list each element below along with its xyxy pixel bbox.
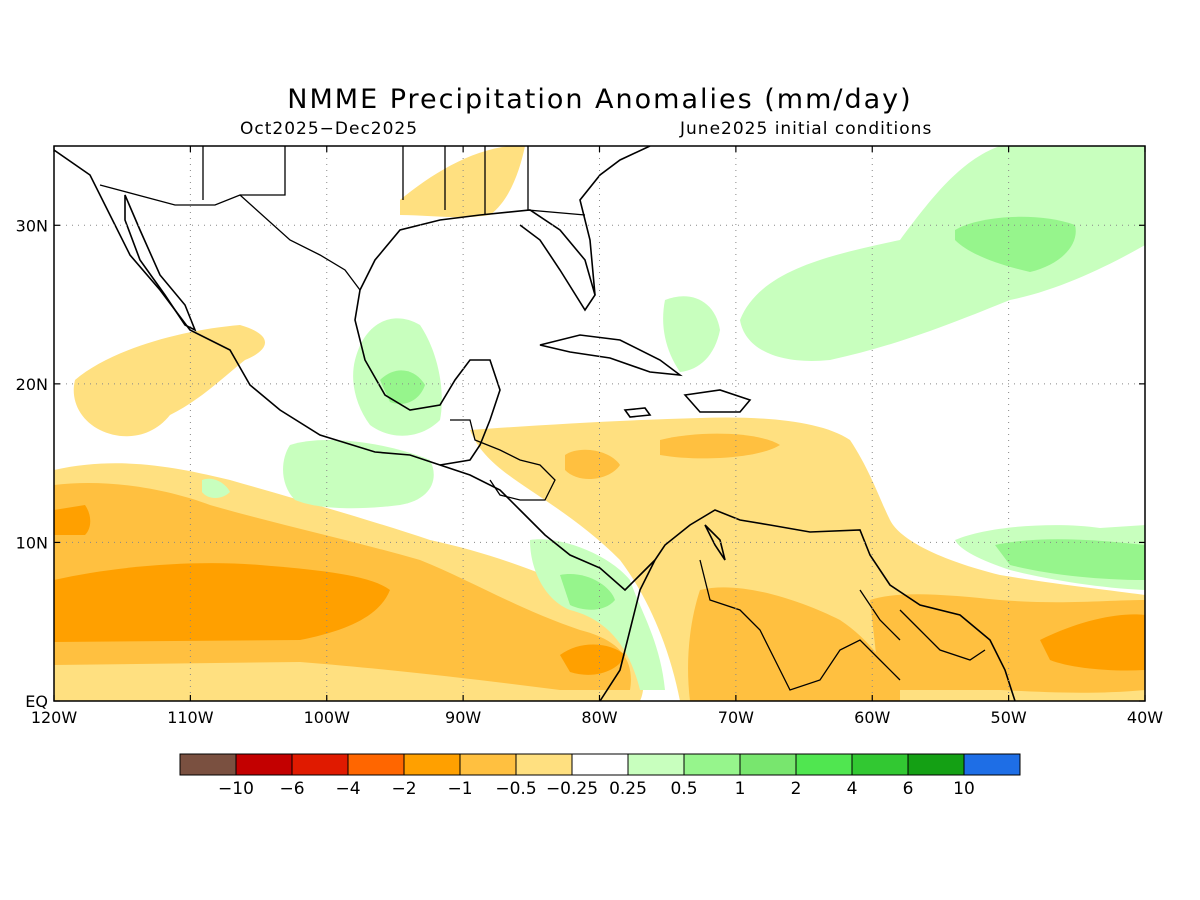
y-tick-label: 10N xyxy=(16,533,48,552)
gulf-north-dry xyxy=(400,146,525,218)
colorbar-swatch xyxy=(235,753,293,776)
colorbar-swatch xyxy=(739,753,797,776)
y-tick-label: 20N xyxy=(16,375,48,394)
colorbar-label: −0.5 xyxy=(495,779,536,799)
border-sa-2 xyxy=(859,589,986,661)
period-subtitle: Oct2025−Dec2025 xyxy=(240,119,419,139)
sa-dry-east xyxy=(870,594,1145,693)
coastlines xyxy=(54,146,1016,701)
colorbar-label: 10 xyxy=(953,779,975,799)
anomaly-shading xyxy=(54,146,1145,701)
colorbar-label: 6 xyxy=(903,779,914,799)
map-title: NMME Precipitation Anomalies (mm/day) xyxy=(287,84,913,115)
caribbean-dry-mid xyxy=(565,449,620,480)
coast-us-east xyxy=(579,146,651,296)
x-tick-label: 100W xyxy=(304,708,351,727)
coast-north-america xyxy=(54,149,656,592)
coast-south-america xyxy=(599,509,1016,701)
colorbar-label: −4 xyxy=(335,779,360,799)
panama-wet-mid xyxy=(560,574,615,610)
border-central-america xyxy=(450,419,556,501)
colorbar-swatch xyxy=(347,753,405,776)
pacific-wet-light xyxy=(283,440,434,509)
colorbar: −10 −6 −4 −2 −1 −0.5 −0.25 0.25 0.5 1 2 4 6 10 xyxy=(179,753,1021,799)
colorbar-label: −6 xyxy=(279,779,304,799)
colorbar-swatch xyxy=(627,753,685,776)
colorbar-swatch xyxy=(683,753,741,776)
coast-cuba xyxy=(539,334,683,377)
x-tick-label: 110W xyxy=(167,708,214,727)
x-tick-label: 120W xyxy=(31,708,78,727)
atlantic-wet-east-mid xyxy=(995,539,1145,580)
pacific-dry-core xyxy=(54,563,390,642)
colorbar-label: −10 xyxy=(218,779,254,799)
colorbar-swatch xyxy=(179,753,237,776)
pacific-dry-core-west xyxy=(54,505,91,535)
colorbar-label: −0.25 xyxy=(546,779,598,799)
y-tick-label: EQ xyxy=(25,692,48,711)
colorbar-swatch xyxy=(851,753,909,776)
coast-hispaniola xyxy=(683,389,752,413)
axis-labels: 120W 110W 100W 90W 80W 70W 60W 50W 40W EQ 10N 20N 30… xyxy=(16,146,1163,727)
x-tick-label: 90W xyxy=(445,708,481,727)
y-tick-label: 30N xyxy=(16,216,48,235)
colorbar-swatch xyxy=(963,753,1021,776)
x-tick-label: 80W xyxy=(581,708,617,727)
x-tick-label: 60W xyxy=(854,708,890,727)
x-tick-label: 40W xyxy=(1127,708,1163,727)
colorbar-swatch xyxy=(459,753,517,776)
colorbar-label: −1 xyxy=(447,779,472,799)
colorbar-label: 0.5 xyxy=(670,779,697,799)
border-us-mexico xyxy=(99,184,361,291)
coast-gulf-mexico xyxy=(354,209,596,466)
coast-maracaibo xyxy=(704,524,726,561)
initial-conditions-subtitle: June2025 initial conditions xyxy=(680,119,933,139)
atlantic-wet-mid xyxy=(955,216,1076,272)
coast-jamaica xyxy=(623,407,652,418)
pacific-wet-small xyxy=(202,478,230,498)
borders xyxy=(99,146,986,691)
panama-dry-core xyxy=(560,644,625,675)
bahamas-wet xyxy=(663,296,720,372)
graticule xyxy=(54,146,1145,701)
coast-baja xyxy=(124,194,197,332)
caribbean-dry-mid-east xyxy=(660,433,780,459)
atlantic-dry-core xyxy=(1040,614,1145,671)
atlantic-wet-light xyxy=(740,146,1145,361)
colorbar-label: 4 xyxy=(847,779,858,799)
border-sa-1 xyxy=(699,559,901,691)
colorbar-label: 1 xyxy=(735,779,746,799)
border-us-states-1 xyxy=(202,146,586,216)
colorbar-label: 2 xyxy=(791,779,802,799)
x-tick-label: 50W xyxy=(991,708,1027,727)
colorbar-label: 0.25 xyxy=(609,779,647,799)
colorbar-swatch xyxy=(907,753,965,776)
gulf-wet-mid xyxy=(380,370,425,405)
colorbar-swatch xyxy=(403,753,461,776)
mexico-coast-dry xyxy=(73,325,265,437)
colorbar-swatch xyxy=(571,753,629,776)
colorbar-swatch xyxy=(515,753,573,776)
x-tick-label: 70W xyxy=(718,708,754,727)
sa-dry-mid xyxy=(688,587,900,701)
colorbar-label: −2 xyxy=(391,779,416,799)
colorbar-swatch xyxy=(795,753,853,776)
colorbar-swatch xyxy=(291,753,349,776)
